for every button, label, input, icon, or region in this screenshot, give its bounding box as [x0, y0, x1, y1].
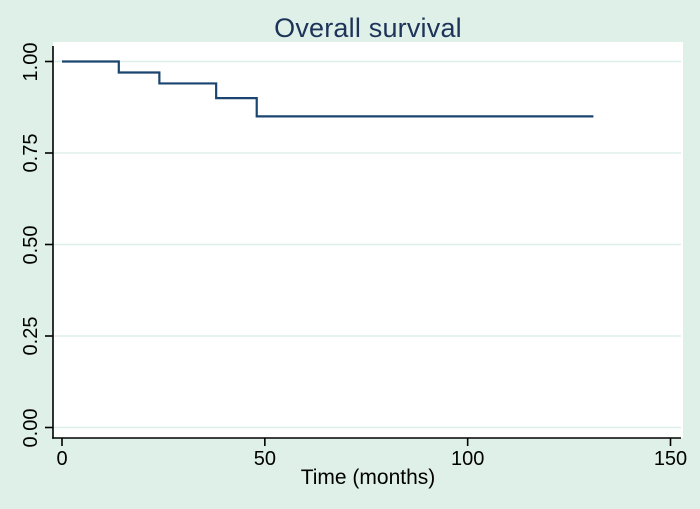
x-tick-label: 0	[56, 448, 68, 470]
y-tick-label: 0.25	[20, 316, 42, 356]
km-step-curve	[62, 60, 594, 118]
x-tick-label: 50	[253, 448, 276, 470]
y-tick-label: 0.75	[20, 133, 42, 173]
y-tick-label: 1.00	[20, 42, 42, 81]
x-tick-label: 150	[653, 448, 688, 470]
chart-title: Overall survival	[274, 13, 462, 43]
x-axis-title: Time (months)	[300, 466, 436, 489]
plot-area	[53, 42, 683, 438]
x-tick-label: 100	[450, 448, 485, 470]
y-tick-label: 0.50	[20, 225, 42, 264]
